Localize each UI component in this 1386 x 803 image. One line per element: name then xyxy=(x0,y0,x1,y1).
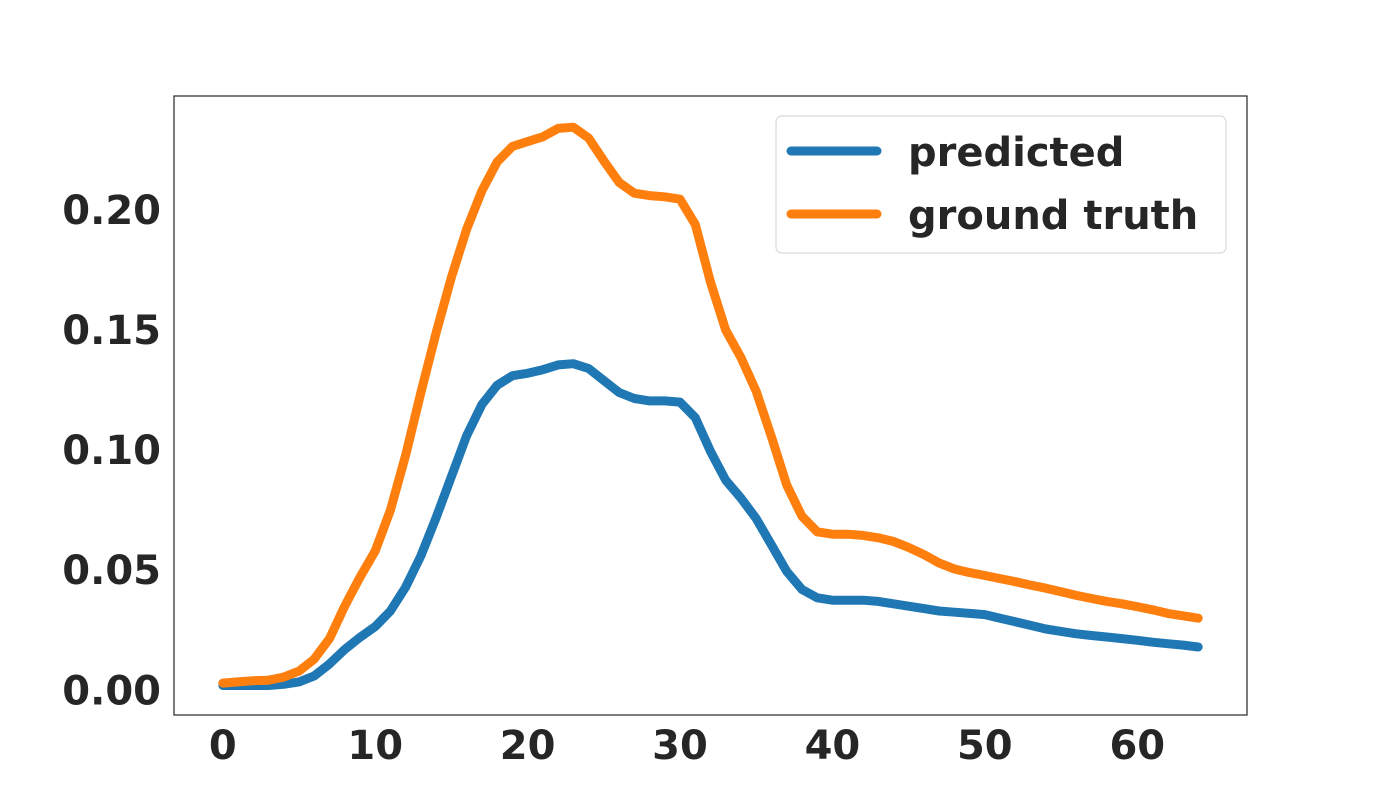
x-tick-label: 20 xyxy=(500,723,556,769)
x-axis-ticks: 0 10 20 30 40 50 60 xyxy=(209,723,1165,769)
series-line-ground-truth xyxy=(218,122,1203,688)
legend: predicted ground truth xyxy=(775,115,1227,254)
y-tick-label: 0.05 xyxy=(62,548,161,594)
x-tick-label: 50 xyxy=(957,723,1013,769)
y-tick-label: 0.20 xyxy=(62,188,161,234)
x-tick-label: 0 xyxy=(209,723,237,769)
y-tick-label: 0.00 xyxy=(62,668,161,714)
x-tick-label: 10 xyxy=(347,723,403,769)
legend-box xyxy=(775,115,1227,254)
legend-label-predicted: predicted xyxy=(908,130,1124,176)
series-line-predicted xyxy=(218,359,1203,690)
x-tick-label: 40 xyxy=(805,723,861,769)
x-tick-label: 30 xyxy=(652,723,708,769)
y-tick-label: 0.15 xyxy=(62,308,161,354)
series-layer xyxy=(218,122,1203,690)
y-tick-label: 0.10 xyxy=(62,428,161,474)
legend-label-ground-truth: ground truth xyxy=(908,193,1198,239)
y-axis-ticks: 0.00 0.05 0.10 0.15 0.20 xyxy=(62,188,161,714)
x-tick-label: 60 xyxy=(1109,723,1165,769)
